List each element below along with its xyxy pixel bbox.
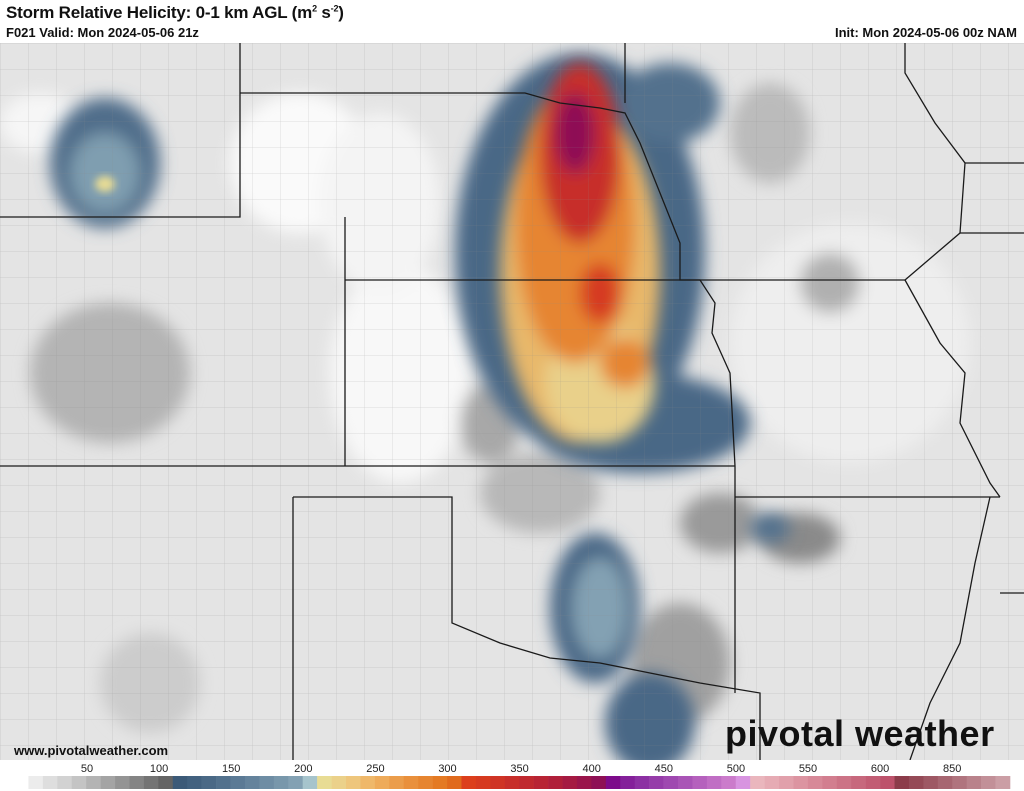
title-text: s [316, 3, 331, 22]
colorbar-label: 300 [438, 763, 456, 775]
colorbar-label: 150 [222, 763, 240, 775]
colorbar-label: 50 [81, 763, 93, 775]
colorbar-label: 500 [727, 763, 745, 775]
colorbar-swatch [678, 776, 693, 789]
colorbar-swatch [129, 776, 145, 789]
colorbar-swatch [201, 776, 217, 789]
title-sup: 2 [312, 3, 317, 14]
colorbar-swatch [331, 776, 347, 789]
init-time: Init: Mon 2024-05-06 00z NAM [834, 25, 1017, 40]
colorbar-swatch [995, 776, 1011, 789]
pivotal-weather-logo: pivotal weather [725, 713, 995, 754]
colorbar-swatch [244, 776, 260, 789]
colorbar-swatch [475, 776, 491, 789]
colorbar-swatch [880, 776, 895, 789]
colorbar-swatch [634, 776, 650, 789]
colorbar-swatch [591, 776, 607, 789]
colorbar-swatch [721, 776, 737, 789]
colorbar-swatch [836, 776, 852, 789]
colorbar-swatch [663, 776, 679, 789]
title-text: ) [338, 3, 344, 22]
colorbar-label: 350 [510, 763, 528, 775]
colorbar-swatch [519, 776, 534, 789]
colorbar-swatch [374, 776, 390, 789]
helicity-map[interactable] [0, 43, 1024, 760]
colorbar-swatch [779, 776, 794, 789]
colorbar-swatch [822, 776, 838, 789]
colorbar-swatch [851, 776, 866, 789]
title-text: Storm Relative Helicity: 0-1 km AGL (m [6, 3, 313, 22]
colorbar: 50 100 150 200 250 300 350 400 450 500 550 600 850 [0, 760, 1024, 791]
colorbar-swatch [966, 776, 982, 789]
colorbar-swatch [273, 776, 289, 789]
colorbar-swatch [807, 776, 823, 789]
colorbar-label: 550 [799, 763, 817, 775]
colorbar-swatch [908, 776, 924, 789]
state-borders [0, 43, 1024, 760]
colorbar-swatch [187, 776, 202, 789]
colorbar-swatch [115, 776, 130, 789]
colorbar-swatch [923, 776, 939, 789]
colorbar-swatch [230, 776, 246, 789]
colorbar-swatch [28, 776, 44, 789]
colorbar-swatch [504, 776, 520, 789]
colorbar-swatch [981, 776, 996, 789]
colorbar-label: 850 [943, 763, 961, 775]
colorbar-swatch [302, 776, 318, 789]
colorbar-swatch [288, 776, 303, 789]
colorbar-swatch [865, 776, 881, 789]
colorbar-swatch [447, 776, 462, 789]
colorbar-swatch [533, 776, 549, 789]
colorbar-swatch [764, 776, 780, 789]
title-sup: -2 [330, 3, 339, 14]
colorbar-swatch [389, 776, 405, 789]
colorbar-label: 200 [294, 763, 312, 775]
colorbar-swatch [100, 776, 116, 789]
colorbar-swatch [259, 776, 275, 789]
colorbar-swatch [750, 776, 765, 789]
valid-time: F021 Valid: Mon 2024-05-06 21z [6, 25, 199, 40]
colorbar-swatch [432, 776, 448, 789]
colorbar-swatch [418, 776, 433, 789]
colorbar-swatch [86, 776, 101, 789]
colorbar-swatch [562, 776, 578, 789]
colorbar-swatch [692, 776, 708, 789]
colorbar-swatch [735, 776, 751, 789]
colorbar-swatch [14, 776, 29, 789]
colorbar-swatch [360, 776, 376, 789]
colorbar-swatch [490, 776, 506, 789]
colorbar-swatch [706, 776, 722, 789]
colorbar-swatch [793, 776, 809, 789]
colorbar-swatch [143, 776, 159, 789]
colorbar-swatch [42, 776, 58, 789]
colorbar-swatch [620, 776, 635, 789]
colorbar-swatch [649, 776, 664, 789]
colorbar-swatch [952, 776, 967, 789]
colorbar-label: 250 [366, 763, 384, 775]
colorbar-swatch [317, 776, 332, 789]
colorbar-swatch [605, 776, 621, 789]
colorbar-swatch [71, 776, 87, 789]
website-url: www.pivotalweather.com [14, 743, 169, 758]
colorbar-swatch [403, 776, 419, 789]
colorbar-swatch [57, 776, 73, 789]
colorbar-label: 100 [150, 763, 168, 775]
colorbar-swatch [216, 776, 231, 789]
colorbar-swatch [461, 776, 477, 789]
colorbar-label: 450 [655, 763, 673, 775]
colorbar-swatch [576, 776, 592, 789]
colorbar-swatch [894, 776, 910, 789]
county-lines [0, 43, 1024, 760]
colorbar-swatch [172, 776, 188, 789]
colorbar-swatch [158, 776, 174, 789]
map-title: Storm Relative Helicity: 0-1 km AGL (m2 … [6, 3, 344, 23]
colorbar-label: 600 [871, 763, 889, 775]
colorbar-label: 400 [583, 763, 601, 775]
colorbar-swatch [548, 776, 563, 789]
colorbar-swatch [346, 776, 361, 789]
colorbar-swatch [937, 776, 953, 789]
